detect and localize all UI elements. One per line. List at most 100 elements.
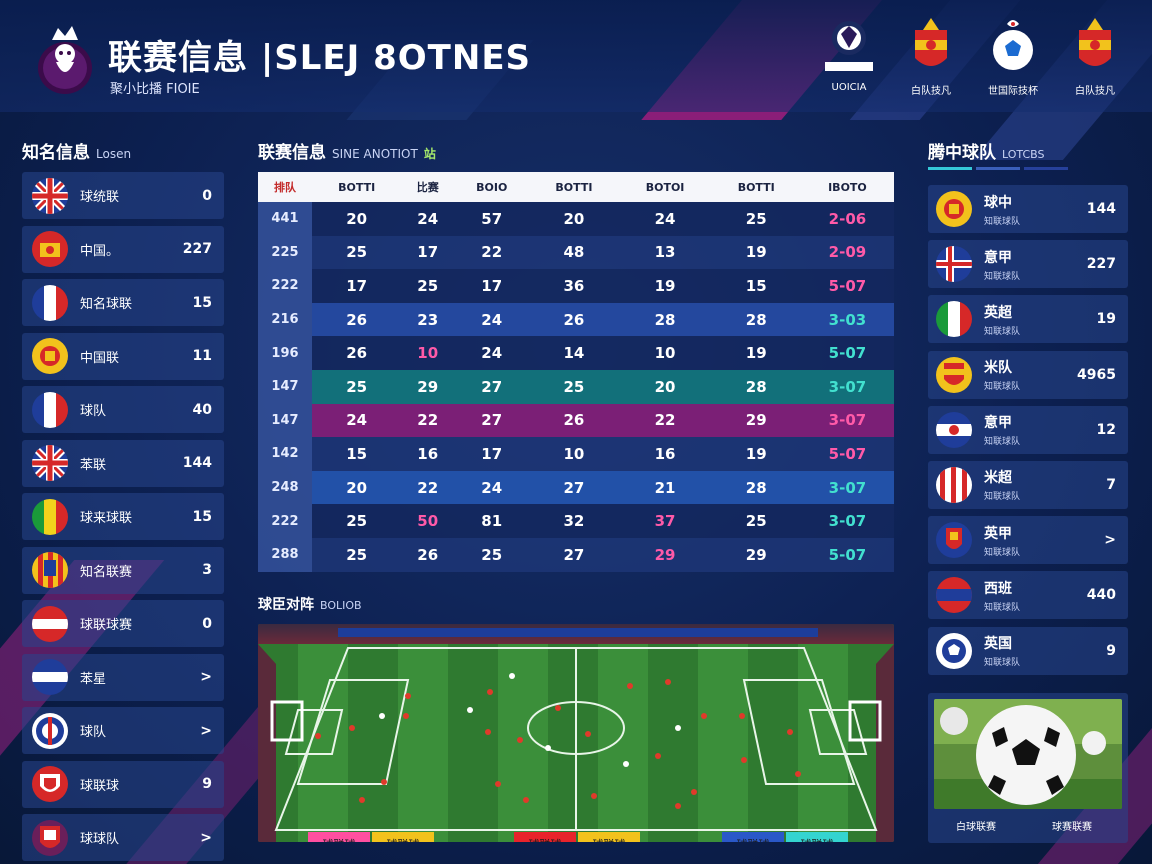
table-row[interactable]: 441 20 24 57 20 24 25 2-06 [258, 202, 894, 236]
team-name: 中国。 [80, 243, 120, 259]
football-pitch[interactable]: 球联球球联球球联球球联球球联球球联球 [258, 624, 894, 842]
table-row[interactable]: 288 25 26 25 27 29 29 5-07 [258, 537, 894, 572]
field-title: 球臣对阵 BOLIOB [258, 597, 362, 613]
left-team-item[interactable]: 球队 40 [22, 386, 224, 433]
left-team-item[interactable]: 中国。 227 [22, 225, 224, 273]
team-name: 球球队 [80, 832, 120, 847]
table-row[interactable]: 222 25 50 81 32 37 25 3-07 [258, 504, 894, 538]
right-team-item[interactable]: 英超 知联球队 19 [928, 295, 1128, 344]
table-cell: 225 [258, 235, 312, 270]
right-team-item[interactable]: 意甲 知联球队 12 [928, 405, 1128, 454]
table-cell: 248 [258, 470, 312, 505]
right-team-item[interactable]: 英国 知联球队 9 [928, 626, 1128, 675]
table-row[interactable]: 225 25 17 22 48 13 19 2-09 [258, 235, 894, 270]
field-tag[interactable]: 球联球 [514, 832, 576, 842]
table-cell: 19 [711, 437, 801, 471]
table-header[interactable]: BOIO [454, 172, 530, 202]
table-header[interactable]: IBOTO [800, 172, 894, 202]
left-team-item[interactable]: 球联球 9 [22, 760, 224, 808]
table-cell: 5-07 [800, 336, 894, 370]
table-cell: 21 [618, 470, 712, 505]
team-value: 144 [182, 455, 212, 471]
table-row[interactable]: 147 24 22 27 26 22 29 3-07 [258, 403, 894, 438]
table-cell: 26 [401, 537, 455, 572]
right-team-item[interactable]: 意甲 知联球队 227 [928, 240, 1128, 289]
field-tag[interactable]: 球联球 [372, 832, 434, 842]
team-name: 苯星 [80, 671, 107, 687]
ball-crest-flag-icon [936, 632, 972, 669]
table-cell: 27 [454, 369, 530, 404]
team-name: 知名球联 [80, 297, 133, 312]
table-cell: 24 [454, 336, 530, 370]
pitch-graphic [258, 624, 894, 842]
left-team-item[interactable]: 苯星 > [22, 653, 224, 701]
table-header[interactable]: 排队 [258, 172, 312, 202]
right-team-item[interactable]: 球中 知联球队 144 [928, 185, 1128, 233]
crest-stripe-flag-icon [32, 552, 68, 588]
table-cell: 48 [529, 235, 619, 270]
right-team-item[interactable]: 米队 知联球队 4965 [928, 350, 1128, 399]
right-team-item[interactable]: 米超 知联球队 7 [928, 460, 1128, 509]
team-value: 11 [192, 348, 212, 364]
table-header[interactable]: BOTTI [312, 172, 402, 202]
team-value: 227 [182, 241, 212, 257]
spain-crest-flag-icon [936, 356, 972, 393]
football-image [934, 699, 1122, 809]
left-team-item[interactable]: 球来球联 15 [22, 493, 224, 540]
crest-item[interactable]: UOICIA [818, 14, 880, 97]
field-tag[interactable]: 球联球 [722, 832, 784, 842]
table-cell: 288 [258, 537, 312, 572]
field-tag[interactable]: 球联球 [578, 832, 640, 842]
table-cell: 28 [711, 470, 801, 505]
field-tag[interactable]: 球联球 [308, 832, 370, 842]
table-cell: 25 [529, 369, 619, 404]
team-sub: 知联球队 [984, 382, 1021, 393]
table-cell: 25 [454, 537, 530, 572]
field-tag[interactable]: 球联球 [786, 832, 848, 842]
table-header[interactable]: 比赛 [401, 172, 455, 202]
left-team-item[interactable]: 中国联 11 [22, 332, 224, 380]
table-cell: 196 [258, 336, 312, 370]
right-panel-title: 腾中球队 LOTCBS [928, 143, 1045, 163]
crest-item[interactable]: 白队技凡 [900, 14, 962, 97]
right-panel-tabs[interactable] [928, 167, 1068, 170]
table-row[interactable]: 222 17 25 17 36 19 15 5-07 [258, 269, 894, 303]
team-name: 球联球 [80, 778, 120, 794]
right-team-item[interactable]: 英甲 知联球队 > [928, 516, 1128, 565]
table-cell: 3-07 [800, 369, 894, 404]
crest-item[interactable]: 白队技凡 [1064, 14, 1126, 97]
table-row[interactable]: 216 26 23 24 26 28 28 3-03 [258, 302, 894, 337]
left-team-item[interactable]: 球统联 0 [22, 172, 224, 219]
table-cell: 14 [529, 336, 619, 370]
team-value: 9 [1106, 642, 1116, 659]
table-cell: 16 [401, 437, 455, 471]
table-cell: 15 [312, 437, 402, 471]
table-row[interactable]: 147 25 29 27 25 20 28 3-07 [258, 369, 894, 404]
ball-card[interactable]: 白球联赛 球赛联赛 [928, 693, 1128, 843]
left-team-item[interactable]: 球球队 > [22, 814, 224, 861]
table-title: 联赛信息 SINE ANOTIOT 站 [258, 143, 436, 163]
left-team-item[interactable]: 苯联 144 [22, 439, 224, 487]
table-row[interactable]: 142 15 16 17 10 16 19 5-07 [258, 437, 894, 471]
left-team-item[interactable]: 知名联赛 3 [22, 546, 224, 594]
left-team-item[interactable]: 知名球联 15 [22, 279, 224, 326]
table-row[interactable]: 196 26 10 24 14 10 19 5-07 [258, 336, 894, 370]
team-name: 英甲 [984, 525, 1012, 542]
table-row[interactable]: 248 20 22 24 27 21 28 3-07 [258, 470, 894, 505]
left-team-item[interactable]: 球队 > [22, 707, 224, 754]
table-cell: 32 [529, 504, 619, 538]
table-cell: 36 [529, 269, 619, 303]
crest-item[interactable]: 世国际技杯 [982, 14, 1044, 97]
table-cell: 25 [312, 504, 402, 538]
table-header[interactable]: BOTOI [618, 172, 712, 202]
right-team-item[interactable]: 西班 知联球队 440 [928, 571, 1128, 620]
table-header[interactable]: BOTTI [711, 172, 801, 202]
team-name: 米超 [984, 470, 1012, 487]
table-cell: 5-07 [800, 537, 894, 572]
table-cell: 24 [618, 202, 712, 236]
league-lion-logo-icon[interactable] [34, 20, 96, 96]
team-name: 西班 [984, 580, 1012, 597]
table-header[interactable]: BOTTI [529, 172, 619, 202]
left-team-item[interactable]: 球联球赛 0 [22, 600, 224, 647]
france-flag-icon [32, 391, 68, 428]
